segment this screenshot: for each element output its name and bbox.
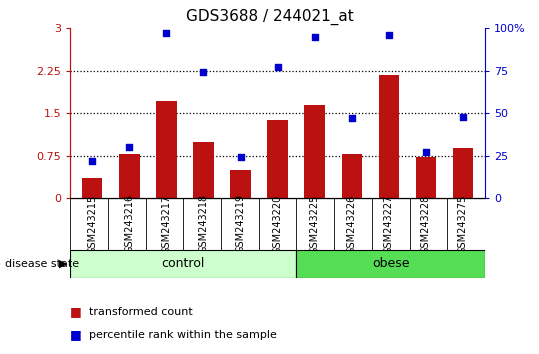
- Text: GSM243217: GSM243217: [161, 194, 171, 253]
- Text: GSM243219: GSM243219: [236, 194, 246, 253]
- Bar: [378, 75, 399, 198]
- Bar: [453, 148, 473, 198]
- Bar: [305, 105, 325, 198]
- Text: transformed count: transformed count: [89, 307, 192, 316]
- Text: GDS3688 / 244021_at: GDS3688 / 244021_at: [185, 9, 354, 25]
- Text: GSM243228: GSM243228: [421, 194, 431, 253]
- Point: [162, 30, 171, 36]
- Text: percentile rank within the sample: percentile rank within the sample: [89, 330, 277, 339]
- Bar: [230, 170, 251, 198]
- Point: [88, 158, 96, 164]
- Bar: [82, 178, 102, 198]
- Point: [199, 70, 208, 75]
- Bar: [194, 142, 213, 198]
- Text: ■: ■: [70, 305, 82, 318]
- Text: obese: obese: [372, 257, 410, 270]
- Bar: [416, 158, 436, 198]
- Text: GSM243218: GSM243218: [198, 194, 209, 253]
- Point: [421, 149, 430, 155]
- Point: [125, 144, 134, 150]
- Point: [273, 64, 282, 70]
- Point: [348, 115, 356, 121]
- Bar: [342, 154, 362, 198]
- Point: [310, 34, 319, 40]
- Text: ▶: ▶: [59, 259, 68, 269]
- Point: [459, 114, 467, 120]
- Text: GSM243225: GSM243225: [309, 194, 320, 253]
- Text: GSM243227: GSM243227: [384, 194, 394, 253]
- Bar: [119, 154, 140, 198]
- Text: GSM243216: GSM243216: [125, 194, 134, 253]
- Text: GSM243220: GSM243220: [273, 194, 282, 253]
- Point: [236, 155, 245, 160]
- Text: ■: ■: [70, 328, 82, 341]
- Bar: [156, 101, 177, 198]
- Text: GSM243215: GSM243215: [87, 194, 98, 253]
- Text: GSM243275: GSM243275: [458, 194, 468, 253]
- Bar: [296, 250, 485, 278]
- Text: control: control: [162, 257, 205, 270]
- Bar: [70, 250, 296, 278]
- Text: disease state: disease state: [5, 259, 80, 269]
- Point: [384, 32, 393, 38]
- Text: GSM243226: GSM243226: [347, 194, 357, 253]
- Bar: [267, 120, 288, 198]
